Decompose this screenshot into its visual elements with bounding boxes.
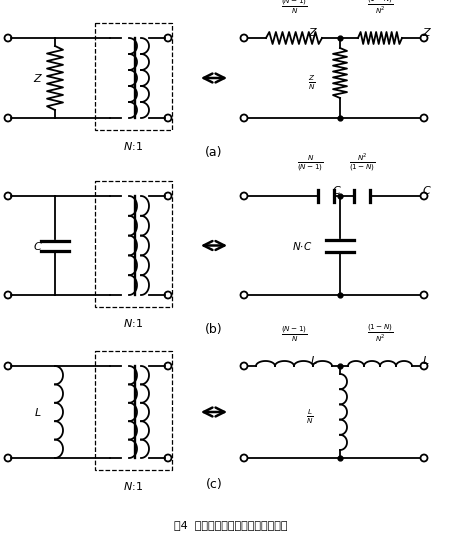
Text: $\mathit{N}$:1: $\mathit{N}$:1 [123, 317, 143, 329]
Text: $\frac{(N-1)}{N}$: $\frac{(N-1)}{N}$ [281, 324, 307, 344]
Text: $N{\cdot}C$: $N{\cdot}C$ [292, 239, 312, 251]
Text: $\frac{(1-N)}{N^2}$: $\frac{(1-N)}{N^2}$ [367, 0, 393, 16]
Text: (c): (c) [206, 478, 222, 491]
Bar [95, 351, 172, 470]
Bar [95, 23, 172, 130]
Text: $\frac{N^2}{(1-N)}$: $\frac{N^2}{(1-N)}$ [349, 152, 375, 174]
Text: $Z$: $Z$ [422, 26, 432, 38]
Text: $\frac{L}{N}$: $\frac{L}{N}$ [306, 408, 314, 426]
Text: (a): (a) [205, 146, 223, 159]
Text: $C$: $C$ [33, 239, 43, 251]
Text: $\mathit{N}$:1: $\mathit{N}$:1 [123, 140, 143, 152]
Text: $\frac{(1-N)}{N^2}$: $\frac{(1-N)}{N^2}$ [367, 323, 393, 344]
Text: 圖4  三種二階諾頓變換的另一種形式: 圖4 三種二階諾頓變換的另一種形式 [174, 520, 288, 530]
Bar [95, 181, 172, 307]
Text: $\mathit{N}$:1: $\mathit{N}$:1 [123, 480, 143, 492]
Text: (b): (b) [205, 323, 223, 336]
Text: $L$: $L$ [34, 406, 42, 418]
Text: $\frac{N}{(N-1)}$: $\frac{N}{(N-1)}$ [297, 154, 323, 174]
Text: $C$: $C$ [332, 184, 342, 196]
Text: $Z$: $Z$ [308, 26, 318, 38]
Text: $C$: $C$ [422, 184, 432, 196]
Text: $L$: $L$ [310, 354, 318, 366]
Text: $L$: $L$ [422, 354, 430, 366]
Text: $\frac{Z}{N}$: $\frac{Z}{N}$ [308, 74, 316, 92]
Text: $\frac{(N-1)}{N}$: $\frac{(N-1)}{N}$ [281, 0, 307, 16]
Text: $Z$: $Z$ [33, 72, 43, 84]
